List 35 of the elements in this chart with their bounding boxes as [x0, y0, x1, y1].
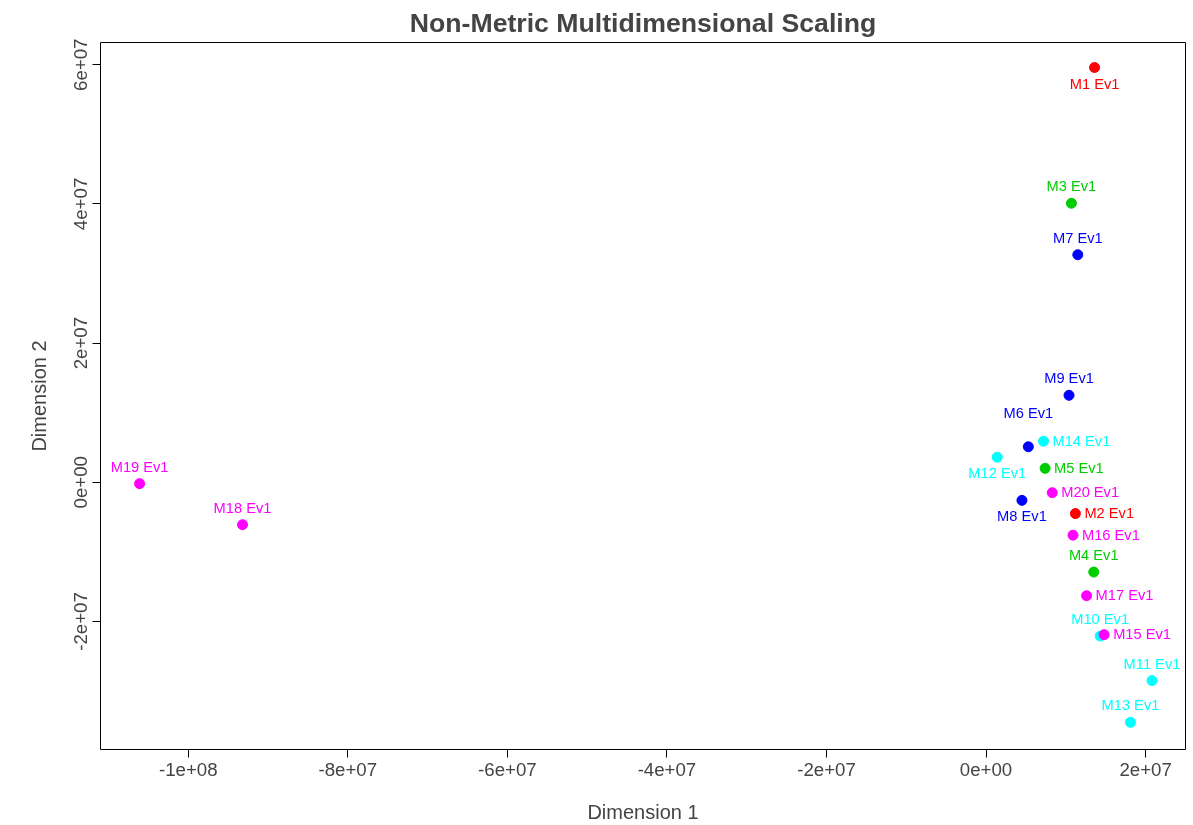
x-tick-label: -6e+07 — [478, 758, 537, 780]
data-label: M8 Ev1 — [997, 508, 1047, 525]
data-label: M20 Ev1 — [1061, 484, 1120, 501]
x-tick-label: 2e+07 — [1119, 758, 1172, 780]
data-label: M13 Ev1 — [1101, 697, 1160, 714]
data-label: M17 Ev1 — [1095, 587, 1154, 604]
data-label: M15 Ev1 — [1113, 626, 1171, 643]
x-tick-label: -8e+07 — [318, 758, 378, 780]
data-label: M16 Ev1 — [1082, 526, 1140, 543]
data-label: M14 Ev1 — [1052, 432, 1111, 449]
y-axis-title: Dimension 2 — [27, 340, 50, 452]
data-label: M1 Ev1 — [1069, 75, 1120, 92]
data-label: M7 Ev1 — [1052, 229, 1103, 246]
chart-title: Non-Metric Multidimensional Scaling — [409, 7, 877, 38]
data-label: M6 Ev1 — [1003, 404, 1054, 421]
y-tick-label: 2e+07 — [70, 316, 92, 370]
x-axis-title: Dimension 1 — [587, 800, 699, 823]
y-tick-label: 0e+00 — [70, 456, 92, 509]
y-tick-label: 6e+07 — [70, 38, 92, 91]
x-tick-label: 0e+00 — [959, 758, 1013, 780]
data-label: M18 Ev1 — [213, 499, 272, 516]
data-label: M2 Ev1 — [1084, 505, 1135, 522]
data-label: M4 Ev1 — [1068, 547, 1119, 564]
data-label: M19 Ev1 — [110, 458, 169, 475]
data-label: M11 Ev1 — [1123, 655, 1181, 672]
data-label: M10 Ev1 — [1071, 611, 1130, 628]
y-tick-label: -2e+07 — [70, 592, 92, 651]
data-label: M5 Ev1 — [1054, 459, 1104, 476]
y-tick-label: 4e+07 — [70, 177, 92, 231]
data-label: M3 Ev1 — [1046, 178, 1097, 195]
x-tick-label: -2e+07 — [797, 758, 856, 780]
data-label: M9 Ev1 — [1044, 370, 1094, 387]
data-label: M12 Ev1 — [968, 465, 1027, 482]
x-tick-label: -1e+08 — [158, 758, 218, 780]
x-tick-label: -4e+07 — [637, 758, 697, 780]
